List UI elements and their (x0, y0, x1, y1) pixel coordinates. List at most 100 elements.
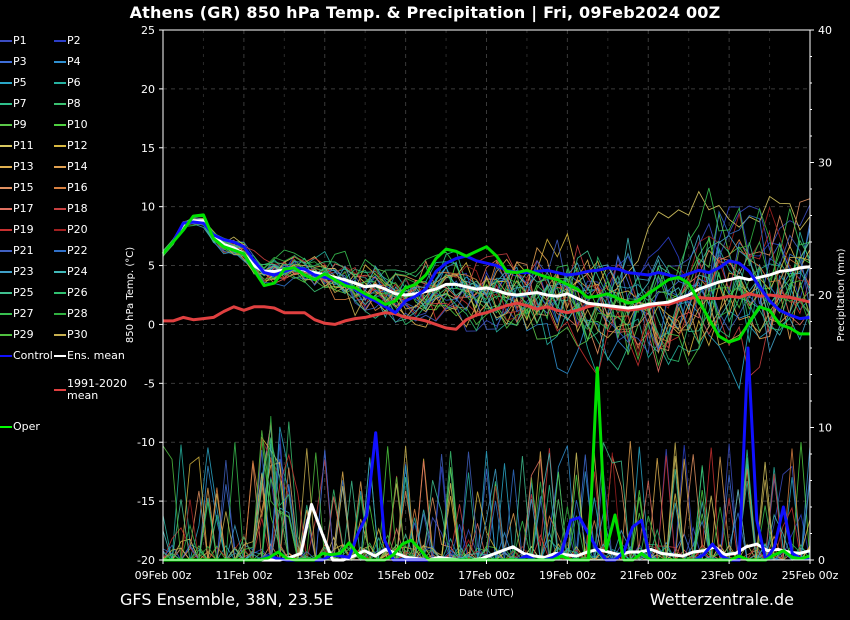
legend-label: P15 (13, 181, 34, 194)
legend-label: P27 (13, 307, 34, 320)
x-axis-label: Date (UTC) (459, 588, 514, 599)
legend-swatch (0, 271, 12, 273)
ens-mean-line (161, 219, 811, 310)
legend-label: P5 (13, 76, 27, 89)
legend-swatch (0, 334, 12, 336)
legend-item: P16 (54, 181, 88, 195)
legend-swatch (0, 426, 12, 429)
x-tick-label: 21Feb 00z (620, 569, 677, 582)
x-tick-label: 19Feb 00z (539, 569, 596, 582)
legend-label: P14 (67, 160, 88, 173)
x-tick-label: 15Feb 00z (377, 569, 434, 582)
legend-item: P3 (0, 55, 27, 69)
legend-label: P7 (13, 97, 27, 110)
legend-item: 1991-2020 mean (54, 378, 139, 402)
legend-label: P19 (13, 223, 34, 236)
legend-swatch (54, 82, 66, 84)
legend-swatch (54, 124, 66, 126)
legend-label: P13 (13, 160, 34, 173)
legend-swatch (0, 208, 12, 210)
member-line-p25 (162, 217, 811, 323)
y-ticks: 25 20 15 10 5 0 -5 -10 -15 -20 (137, 24, 163, 567)
legend-label: Control (13, 349, 53, 362)
legend-item: P8 (54, 97, 81, 111)
y-tick-label: -10 (137, 436, 155, 449)
footer-brand: Wetterzentrale.de (649, 590, 794, 609)
legend-label: P3 (13, 55, 27, 68)
legend-label: P21 (13, 244, 34, 257)
legend-item: P26 (54, 286, 88, 300)
legend-label: P20 (67, 223, 88, 236)
legend-label: 1991-2020 mean (67, 377, 127, 403)
y-tick-label: -20 (137, 554, 155, 567)
legend-item: P23 (0, 265, 34, 279)
legend-label: P17 (13, 202, 34, 215)
legend-label: P28 (67, 307, 88, 320)
member-line-p29 (162, 221, 811, 367)
legend-item: P29 (0, 328, 34, 342)
legend-item: P21 (0, 244, 34, 258)
legend-swatch (54, 389, 66, 392)
legend-swatch (54, 229, 66, 231)
y2-ticks: 40 30 20 10 0 (810, 24, 832, 567)
legend-swatch (0, 82, 12, 84)
y2-tick-label: 20 (818, 289, 832, 302)
legend-item: P14 (54, 160, 88, 174)
legend-item: P15 (0, 181, 34, 195)
legend-item: P5 (0, 76, 27, 90)
legend-swatch (54, 103, 66, 105)
y-tick-label: 15 (141, 142, 155, 155)
legend-swatch (0, 250, 12, 252)
y-axis-label: 850 hPa Temp. (°C) (125, 247, 136, 343)
legend-item: Ens. mean (54, 349, 125, 363)
y2-tick-label: 10 (818, 422, 832, 435)
legend-swatch (0, 292, 12, 294)
legend-item: P12 (54, 139, 88, 153)
legend-item: P19 (0, 223, 34, 237)
legend-item: P9 (0, 118, 27, 132)
legend-swatch (54, 355, 66, 357)
legend-item: P25 (0, 286, 34, 300)
legend-item: P4 (54, 55, 81, 69)
legend-label: P18 (67, 202, 88, 215)
legend-label: P29 (13, 328, 34, 341)
legend-label: P1 (13, 34, 27, 47)
legend-item: P7 (0, 97, 27, 111)
y-tick-label: 5 (148, 260, 155, 273)
legend-item: P6 (54, 76, 81, 90)
y-tick-label: 0 (148, 318, 155, 331)
legend-item: P24 (54, 265, 88, 279)
clim-mean-line (163, 292, 811, 331)
legend-item: P30 (54, 328, 88, 342)
legend-swatch (54, 250, 66, 252)
legend-label: P10 (67, 118, 88, 131)
legend-swatch (0, 61, 12, 63)
y2-tick-label: 40 (818, 24, 832, 37)
member-line-p28 (162, 207, 811, 331)
footer-source: GFS Ensemble, 38N, 23.5E (120, 590, 334, 609)
x-tick-label: 09Feb 00z (135, 569, 192, 582)
legend-swatch (0, 124, 12, 126)
member-line-p15 (162, 198, 811, 355)
legend-item: P18 (54, 202, 88, 216)
legend-label: P6 (67, 76, 81, 89)
legend-swatch (54, 187, 66, 189)
legend-swatch (0, 229, 12, 231)
legend-item: P13 (0, 160, 34, 174)
control-line (161, 220, 811, 321)
legend-label: P30 (67, 328, 88, 341)
legend-swatch (54, 208, 66, 210)
legend-item: Control (0, 349, 53, 363)
legend-swatch (0, 313, 12, 315)
legend-label: P4 (67, 55, 81, 68)
legend-swatch (54, 145, 66, 147)
legend-label: P8 (67, 97, 81, 110)
legend-item: P28 (54, 307, 88, 321)
legend-label: P22 (67, 244, 88, 257)
legend-label: Oper (13, 420, 40, 434)
legend-item: Oper (0, 420, 40, 434)
legend-label: Ens. mean (67, 349, 125, 362)
legend-item: P20 (54, 223, 88, 237)
member-line-p27 (162, 187, 811, 339)
legend-label: P9 (13, 118, 27, 131)
